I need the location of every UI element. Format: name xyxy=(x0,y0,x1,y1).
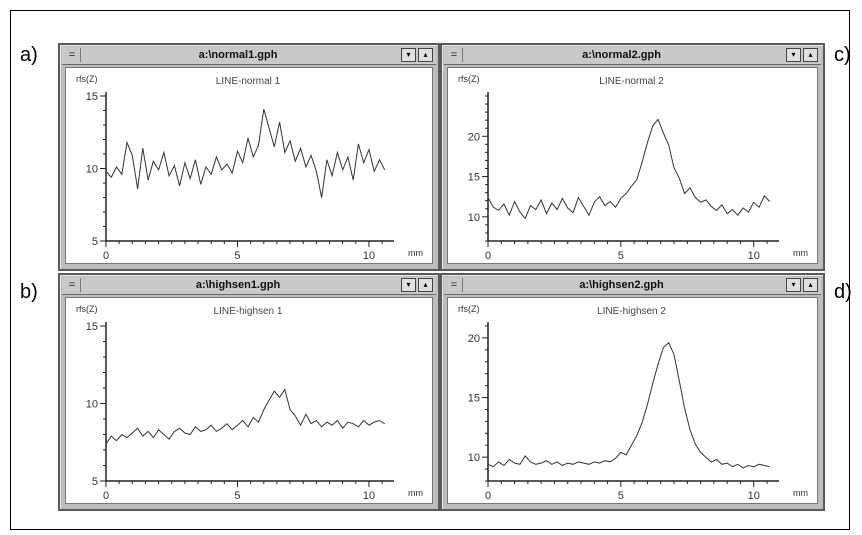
y-tick-label: 15 xyxy=(86,321,98,333)
x-tick-label: 10 xyxy=(363,490,375,502)
y-tick-label: 10 xyxy=(468,212,480,224)
y-tick-label: 5 xyxy=(92,476,98,488)
window-titlebar[interactable]: = a:\normal1.gph ▾ ▴ xyxy=(62,47,436,65)
series-line xyxy=(105,388,385,445)
minimize-button[interactable]: ▾ xyxy=(786,48,801,62)
minimize-button[interactable]: ▾ xyxy=(401,278,416,292)
x-tick-label: 0 xyxy=(103,490,109,502)
minimize-button[interactable]: ▾ xyxy=(401,48,416,62)
maximize-button[interactable]: ▴ xyxy=(803,278,818,292)
x-tick-label: 0 xyxy=(103,250,109,262)
x-tick-label: 5 xyxy=(618,250,624,262)
y-axis-label: rfs(Z) xyxy=(76,304,98,314)
chart-area: LINE-normal 2 rfs(Z) mm 10 15 20 0 5 10 xyxy=(447,67,818,264)
window-title: a:\normal2.gph xyxy=(582,49,661,61)
minimize-button[interactable]: ▾ xyxy=(786,278,801,292)
y-tick-label: 15 xyxy=(86,91,98,103)
graph-window-highsen1[interactable]: = a:\highsen1.gph ▾ ▴ LINE-highsen 1 rfs(… xyxy=(58,273,440,511)
window-titlebar[interactable]: = a:\highsen1.gph ▾ ▴ xyxy=(62,277,436,295)
y-axis-label: rfs(Z) xyxy=(458,304,480,314)
maximize-button[interactable]: ▴ xyxy=(418,48,433,62)
chart-area: LINE-highsen 2 rfs(Z) mm 10 15 20 0 5 10 xyxy=(447,297,818,504)
system-menu-button[interactable]: = xyxy=(64,278,81,292)
series-line xyxy=(105,108,386,198)
x-axis-label: mm xyxy=(793,488,808,498)
series-line xyxy=(487,118,771,220)
chart-highsen2: LINE-highsen 2 rfs(Z) mm 10 15 20 0 5 10 xyxy=(458,304,808,502)
graph-window-normal2[interactable]: = a:\normal2.gph ▾ ▴ LINE-normal 2 rfs(Z)… xyxy=(440,43,825,271)
y-tick-label: 20 xyxy=(468,333,480,345)
graph-window-normal1[interactable]: = a:\normal1.gph ▾ ▴ LINE-normal 1 rfs(Z)… xyxy=(58,43,440,271)
window-title: a:\highsen1.gph xyxy=(195,279,281,291)
y-tick-label: 10 xyxy=(86,164,98,176)
window-titlebar[interactable]: = a:\normal2.gph ▾ ▴ xyxy=(444,47,821,65)
panel-label-d: d) xyxy=(834,281,852,303)
series-line xyxy=(487,341,770,469)
x-tick-label: 5 xyxy=(234,490,240,502)
system-menu-button[interactable]: = xyxy=(446,48,463,62)
x-tick-label: 10 xyxy=(363,250,375,262)
y-tick-label: 15 xyxy=(468,172,480,184)
chart-area: LINE-highsen 1 rfs(Z) mm 5 10 15 0 5 10 xyxy=(65,297,433,504)
y-axis-label: rfs(Z) xyxy=(76,74,98,84)
y-tick-label: 20 xyxy=(468,131,480,143)
panel-label-a: a) xyxy=(20,44,38,66)
y-tick-label: 10 xyxy=(86,399,98,411)
panel-label-c: c) xyxy=(834,44,851,66)
panel-label-b: b) xyxy=(20,281,38,303)
maximize-button[interactable]: ▴ xyxy=(418,278,433,292)
window-titlebar[interactable]: = a:\highsen2.gph ▾ ▴ xyxy=(444,277,821,295)
graph-window-highsen2[interactable]: = a:\highsen2.gph ▾ ▴ LINE-highsen 2 rfs(… xyxy=(440,273,825,511)
chart-title: LINE-highsen 1 xyxy=(214,306,283,317)
y-axis-label: rfs(Z) xyxy=(458,74,480,84)
x-tick-label: 10 xyxy=(748,250,760,262)
x-tick-label: 10 xyxy=(748,490,760,502)
maximize-button[interactable]: ▴ xyxy=(803,48,818,62)
window-title: a:\highsen2.gph xyxy=(579,279,664,291)
window-title: a:\normal1.gph xyxy=(198,49,278,61)
chart-title: LINE-highsen 2 xyxy=(597,306,666,317)
x-axis-label: mm xyxy=(408,248,423,258)
x-tick-label: 0 xyxy=(485,250,491,262)
chart-normal2: LINE-normal 2 rfs(Z) mm 10 15 20 0 5 10 xyxy=(458,74,808,262)
chart-title: LINE-normal 2 xyxy=(599,76,664,87)
chart-area: LINE-normal 1 rfs(Z) mm 5 10 15 0 5 10 xyxy=(65,67,433,264)
system-menu-button[interactable]: = xyxy=(446,278,463,292)
chart-title: LINE-normal 1 xyxy=(216,76,281,87)
x-tick-label: 5 xyxy=(234,250,240,262)
x-axis-label: mm xyxy=(793,248,808,258)
y-tick-label: 5 xyxy=(92,236,98,248)
x-tick-label: 5 xyxy=(618,490,624,502)
figure-frame xyxy=(10,10,850,530)
y-tick-label: 10 xyxy=(468,452,480,464)
y-tick-label: 15 xyxy=(468,393,480,405)
system-menu-button[interactable]: = xyxy=(64,48,81,62)
x-tick-label: 0 xyxy=(485,490,491,502)
x-axis-label: mm xyxy=(408,488,423,498)
